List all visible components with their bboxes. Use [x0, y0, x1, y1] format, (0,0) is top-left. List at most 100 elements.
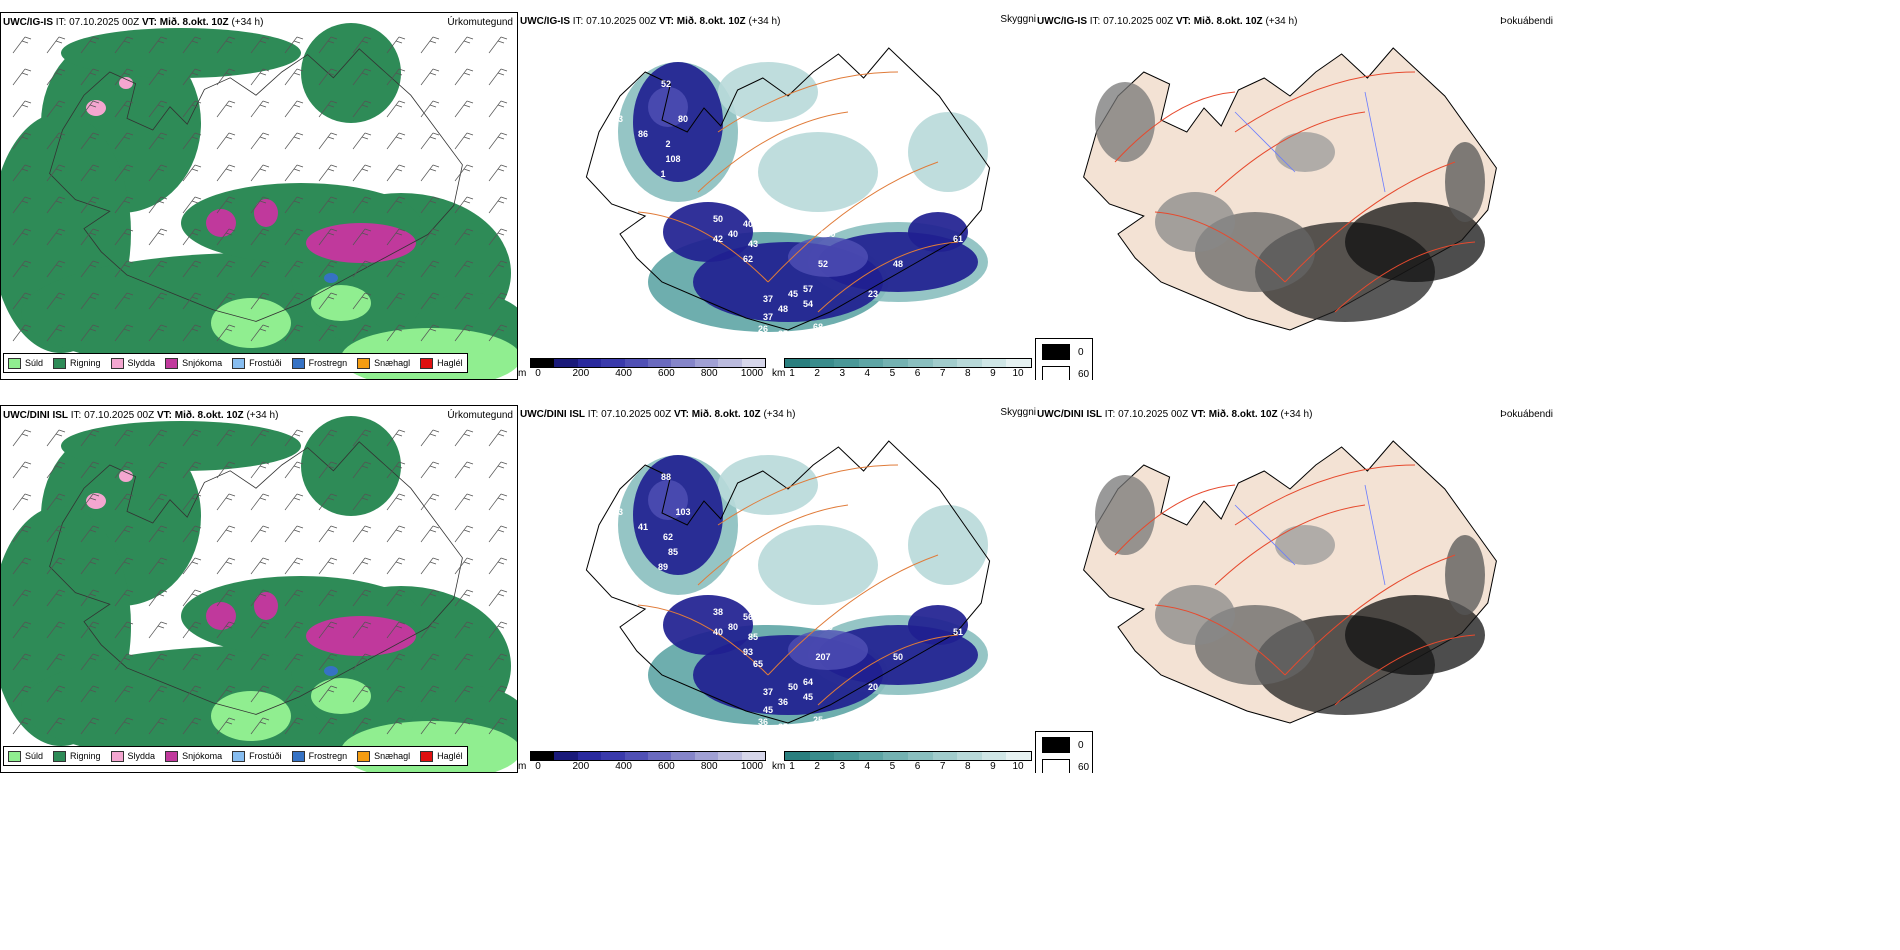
colorbar-segment: [554, 359, 578, 367]
cloud-base-value-label: 25: [813, 715, 823, 725]
wind-barb: [46, 589, 66, 607]
wind-barb: [352, 132, 372, 150]
wind-barb: [114, 589, 134, 607]
precip-type-panel-row2: UWC/DINI ISL IT: 07.10.2025 00Z VT: Mið.…: [0, 405, 518, 773]
wind-barb: [12, 685, 32, 703]
colorbar-tick: 3: [839, 368, 845, 379]
wind-barb: [352, 557, 372, 575]
wind-barb: [80, 228, 100, 246]
wind-barb: [182, 164, 202, 182]
wind-barb: [454, 292, 474, 310]
wind-barb: [182, 621, 202, 639]
wind-barb: [12, 132, 32, 150]
wind-barb: [386, 196, 406, 214]
cloud-base-area: [908, 605, 968, 645]
colorbar-tick: 8: [964, 368, 971, 379]
colorbar-tick: 4: [864, 368, 871, 379]
cloud-base-area: [788, 237, 868, 277]
colorbar-segment: [648, 359, 672, 367]
cloud-base-value-label: 50: [823, 622, 833, 632]
wind-barb: [46, 132, 66, 150]
wind-barb: [114, 557, 134, 575]
wind-barb: [12, 717, 32, 735]
colorbar-tick: 0: [535, 368, 541, 379]
colorbar-tick: 10: [1012, 761, 1024, 772]
wind-barb: [386, 228, 406, 246]
colorbar-segment: [1006, 752, 1031, 760]
cloud-base-value-label: 80: [678, 114, 688, 124]
colorbar-segment: [671, 752, 695, 760]
drizzle-area: [211, 298, 291, 348]
visibility-area: [718, 62, 818, 122]
wind-barb: [182, 100, 202, 118]
wind-barb: [216, 132, 236, 150]
wind-barb: [318, 196, 338, 214]
fog-indicator-map: [1035, 12, 1555, 380]
road-line: [697, 504, 849, 586]
wind-barb: [46, 228, 66, 246]
legend-swatch: [165, 357, 179, 369]
wind-barb: [488, 292, 508, 310]
colorbar-segment: [577, 359, 602, 367]
cloud-base-value-label: 69: [603, 482, 613, 492]
wind-barb: [46, 525, 66, 543]
colorbar-segment: [741, 752, 766, 760]
colorbar-segment: [601, 359, 625, 367]
legend-swatch: [165, 750, 179, 762]
colorbar-segment: [809, 752, 835, 760]
wind-barb: [114, 196, 134, 214]
wind-barb: [216, 685, 236, 703]
wind-barb: [148, 429, 168, 447]
river-line: [1234, 504, 1296, 566]
colorbar-tick: 1000: [740, 368, 764, 379]
wind-barb: [488, 653, 508, 671]
wind-barb: [182, 196, 202, 214]
fog-intensity-area: [1275, 132, 1335, 172]
wind-barb: [216, 164, 236, 182]
wind-barb: [114, 493, 134, 511]
cloud-base-value-label: 54: [803, 299, 813, 309]
cloud-base-value-label: 17: [643, 59, 653, 69]
wind-barb: [114, 717, 134, 735]
wind-barb: [216, 100, 236, 118]
panel-title: UWC/DINI ISL IT: 07.10.2025 00Z VT: Mið.…: [1037, 409, 1313, 420]
colorbar-segment: [1006, 359, 1031, 367]
cloud-base-area: [648, 87, 688, 127]
legend-item: Rigning: [53, 357, 101, 369]
cloud-base-value-label: 43: [613, 114, 623, 124]
wind-barb: [352, 228, 372, 246]
wind-barb: [182, 461, 202, 479]
wind-barb: [454, 493, 474, 511]
cloud-base-value-label: 25: [778, 722, 788, 732]
cloud-base-value-label: 65: [643, 452, 653, 462]
road-line: [1214, 504, 1366, 586]
wind-barb: [386, 292, 406, 310]
coastline: [585, 440, 991, 724]
cloud-base-value-label: 36: [778, 697, 788, 707]
snow-area: [206, 602, 236, 630]
sleet-area: [119, 470, 133, 482]
colorbar-tick: 7: [939, 761, 946, 772]
wind-barb: [46, 685, 66, 703]
wind-barb: [80, 429, 100, 447]
sleet-area: [119, 77, 133, 89]
wind-barb: [318, 493, 338, 511]
colorbar-unit: km: [772, 761, 786, 772]
wind-barb: [352, 164, 372, 182]
fog-legend: 0 60: [1035, 338, 1093, 380]
wind-barb: [250, 292, 270, 310]
wind-barb: [148, 717, 168, 735]
road-line: [697, 111, 849, 193]
cloud-base-value-label: 37: [763, 312, 773, 322]
colorbar-segment: [648, 752, 672, 760]
wind-barb: [182, 653, 202, 671]
fog-legend-swatch: [1042, 344, 1070, 360]
cloud-base-value-label: 50: [713, 214, 723, 224]
wind-barb: [182, 717, 202, 735]
colorbar-strip: [784, 358, 1032, 368]
cloud-base-value-label: 57: [803, 284, 813, 294]
wind-barb: [114, 228, 134, 246]
wind-barb: [284, 292, 304, 310]
fog-intensity-area: [1155, 192, 1235, 252]
